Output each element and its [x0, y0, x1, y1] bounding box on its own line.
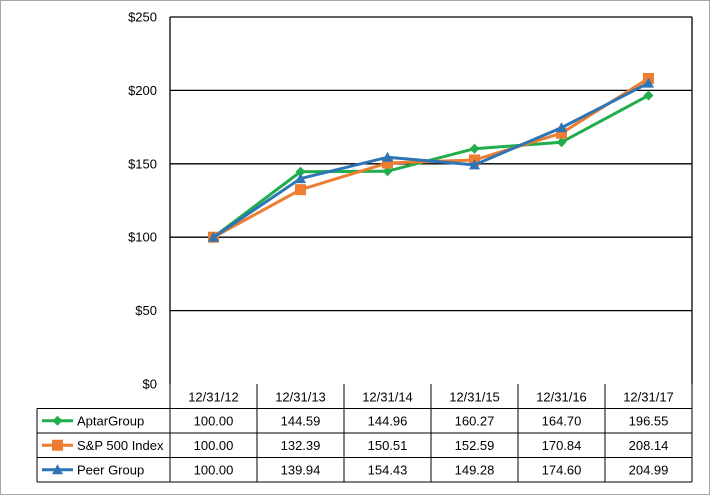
y-tick-label: $50 — [135, 303, 157, 318]
data-label: 150.51 — [368, 438, 408, 453]
data-label: 144.59 — [281, 413, 321, 428]
data-point — [382, 157, 393, 169]
data-label: 164.70 — [542, 413, 582, 428]
data-label: 100.00 — [194, 462, 234, 477]
y-tick-label: $100 — [128, 230, 157, 245]
data-label: 154.43 — [368, 462, 408, 477]
data-label: 132.39 — [281, 438, 321, 453]
y-tick-label: $0 — [143, 377, 157, 392]
data-label: 152.59 — [455, 438, 495, 453]
legend-key-marker — [52, 415, 63, 426]
series — [208, 77, 654, 242]
data-label: 139.94 — [281, 462, 321, 477]
data-label: 160.27 — [455, 413, 495, 428]
data-label: 170.84 — [542, 438, 582, 453]
data-label: 204.99 — [629, 462, 669, 477]
series-layer — [208, 72, 654, 243]
data-point — [643, 77, 654, 88]
data-point — [469, 143, 480, 154]
y-tick-label: $150 — [128, 156, 157, 171]
data-label: 144.96 — [368, 413, 408, 428]
data-point — [295, 173, 306, 184]
x-tick-label: 12/31/17 — [623, 389, 674, 404]
data-point — [382, 166, 393, 177]
data-point — [382, 151, 393, 162]
data-point — [469, 159, 480, 170]
grid-layer — [170, 16, 692, 312]
data-label: 100.00 — [194, 413, 234, 428]
legend-key-marker — [52, 464, 63, 475]
data-point — [556, 137, 567, 148]
data-point — [643, 90, 654, 101]
data-point — [295, 184, 306, 196]
legend-label: S&P 500 Index — [77, 438, 164, 453]
x-tick-label: 12/31/14 — [362, 389, 413, 404]
series-line — [212, 77, 650, 239]
x-tick-label: 12/31/13 — [275, 389, 326, 404]
y-tick-label: $200 — [128, 83, 157, 98]
legend-label: Peer Group — [77, 462, 144, 477]
data-point — [556, 122, 567, 133]
data-table: 12/31/12 12/31/13 12/31/14 12/31/15 12/31/16… — [36, 384, 693, 483]
data-label: 149.28 — [455, 462, 495, 477]
data-point — [556, 127, 567, 139]
data-label: 100.00 — [194, 438, 234, 453]
x-tick-label: 12/31/12 — [188, 389, 239, 404]
data-label: 208.14 — [629, 438, 669, 453]
data-point — [295, 166, 306, 177]
data-point — [208, 231, 219, 242]
legend-label: AptarGroup — [77, 413, 144, 428]
series-line — [212, 81, 650, 239]
legend-key-marker — [52, 439, 63, 451]
x-tick-label: 12/31/16 — [536, 389, 587, 404]
x-tick-label: 12/31/15 — [449, 389, 500, 404]
data-label: 196.55 — [629, 413, 669, 428]
axis-layer: $0 $50 $100 $150 $200 $250 — [128, 10, 693, 392]
data-label: 174.60 — [542, 462, 582, 477]
series — [208, 72, 654, 243]
y-tick-label: $250 — [128, 10, 157, 25]
